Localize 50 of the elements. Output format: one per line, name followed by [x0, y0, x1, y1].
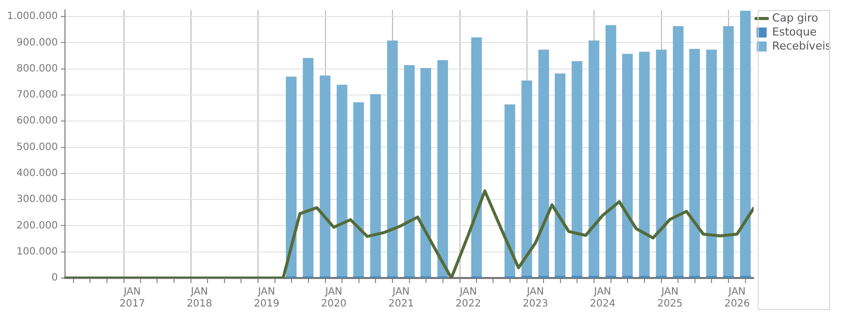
- x-tick-label: JAN 2025: [657, 286, 683, 310]
- bar: [639, 52, 650, 276]
- y-tick-label: 200.000: [16, 220, 58, 232]
- x-tick-label: JAN 2023: [522, 286, 548, 310]
- bar: [353, 102, 364, 278]
- y-tick-label: 900.000: [16, 37, 58, 48]
- bar: [521, 80, 532, 276]
- x-tick-label: JAN 2021: [388, 286, 414, 310]
- bar: [387, 40, 398, 278]
- x-tick-label: JAN 2022: [456, 286, 481, 310]
- x-tick-label: JAN 2020: [321, 286, 346, 310]
- bar: [538, 50, 550, 276]
- x-tick-label: JAN 2024: [590, 286, 616, 310]
- bar: [336, 84, 348, 278]
- bar: [572, 61, 582, 276]
- bar: [320, 76, 330, 278]
- y-tick-label: 600.000: [16, 116, 58, 127]
- y-tick-label: 800.000: [16, 63, 58, 74]
- y-tick-label: 400.000: [16, 168, 58, 180]
- bar: [689, 48, 700, 276]
- bar: [622, 54, 633, 276]
- bar: [420, 68, 432, 278]
- bar: [404, 65, 415, 278]
- bar: [656, 50, 667, 276]
- bar: [554, 73, 566, 276]
- x-tick-label: JAN 2019: [254, 286, 280, 310]
- y-tick-label: 1.000.000: [6, 11, 58, 22]
- y-tick-label: 500.000: [16, 142, 58, 153]
- bar: [672, 26, 684, 276]
- bar: [706, 50, 717, 276]
- x-tick-label: JAN 2018: [186, 286, 212, 310]
- bar: [723, 26, 734, 276]
- y-tick-label: 300.000: [16, 194, 58, 206]
- bar: [740, 10, 751, 276]
- bar: [437, 60, 448, 278]
- bar: [302, 58, 314, 278]
- x-tick-label: JAN 2026: [724, 286, 750, 310]
- bar: [370, 94, 381, 278]
- y-tick-label: 0: [52, 272, 58, 284]
- x-tick-label: JAN 2017: [120, 286, 145, 310]
- bar: [286, 76, 297, 278]
- bar: [504, 104, 516, 278]
- legend-label: Estoque: [772, 25, 817, 38]
- legend-label: Recebíveis: [772, 39, 832, 52]
- y-tick-label: 700.000: [16, 90, 58, 101]
- bar: [588, 40, 600, 276]
- bar: [606, 25, 616, 276]
- legend-label: Cap giro: [772, 11, 818, 24]
- bar: [471, 37, 482, 278]
- y-tick-label: 100.000: [16, 246, 58, 258]
